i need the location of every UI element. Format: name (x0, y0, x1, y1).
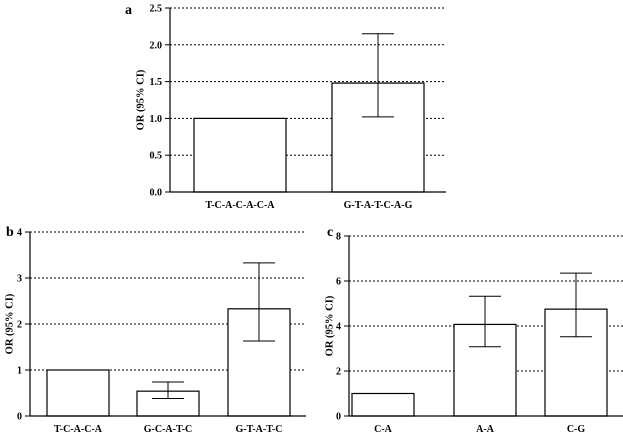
chart-panel-b: 0 1 2 3 4 T-C-A-C-A G-C-A-T-C G-T-A-T-C OR (95% … (5, 225, 306, 434)
y-tick-label: 4 (17, 228, 22, 239)
y-tick-label: 1 (17, 366, 22, 377)
bar (193, 117, 287, 193)
y-tick-label: 3 (17, 274, 22, 285)
panel-label: c (327, 225, 333, 240)
x-tick-label: C-G (567, 424, 586, 434)
y-tick-label: 2 (336, 367, 341, 378)
bar (46, 369, 110, 417)
y-tick-label: 2.0 (150, 40, 163, 51)
x-tick-label: G-C-A-T-C (144, 424, 193, 434)
chart-panel-c: 0 2 4 6 8 C-A A-A C-G OR (95% CI) c (325, 225, 623, 434)
y-axis-label: OR (95% CI) (136, 69, 147, 130)
x-tick-label: A-A (476, 424, 495, 434)
x-tick-label: C-A (374, 424, 393, 434)
y-tick-label: 0.5 (150, 151, 163, 162)
chart-panel-a: 0.0 0.5 1.0 1.5 2.0 2.5 T-C-A-C-A-C-A G-T-A-T-C… (125, 3, 446, 211)
x-tick-label: G-T-A-T-C (235, 424, 282, 434)
panel-label: a (125, 3, 132, 18)
bar (351, 392, 415, 417)
panel-label: b (6, 225, 14, 240)
y-tick-label: 1.5 (150, 77, 163, 88)
x-tick-label: T-C-A-C-A (54, 424, 103, 434)
y-tick-label: 2.5 (150, 4, 163, 15)
y-tick-label: 0 (17, 412, 22, 423)
x-tick-label: T-C-A-C-A-C-A (205, 200, 275, 211)
y-axis-label: OR (95% CI) (5, 293, 16, 354)
y-tick-label: 4 (336, 322, 341, 333)
y-tick-label: 0.0 (150, 188, 163, 199)
y-tick-label: 0 (336, 412, 341, 423)
x-tick-label: G-T-A-T-C-A-G (344, 200, 413, 211)
y-tick-label: 1.0 (150, 114, 163, 125)
y-tick-label: 8 (336, 232, 341, 243)
y-axis-label: OR (95% CI) (325, 295, 336, 356)
y-tick-label: 6 (336, 277, 341, 288)
y-tick-label: 2 (17, 320, 22, 331)
